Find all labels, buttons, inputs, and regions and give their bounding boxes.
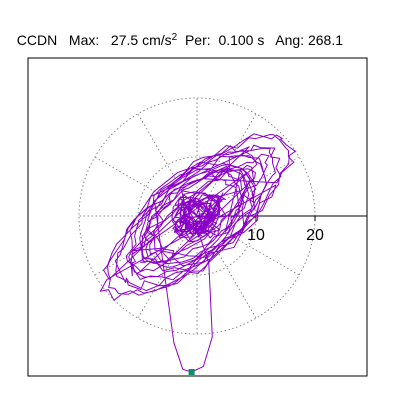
period-value: 0.100 s (218, 32, 265, 48)
station-code: CCDN (16, 32, 58, 48)
tick-label-10: 10 (247, 227, 265, 244)
max-value: 27.5 (110, 32, 139, 48)
plot-frame (27, 57, 368, 377)
tick-label-20: 20 (306, 227, 324, 244)
angle-label: Ang: (275, 32, 305, 48)
max-unit: cm/s (142, 32, 172, 48)
motion-trace (99, 133, 296, 373)
peak-marker (188, 369, 195, 375)
max-unit-exponent: 2 (171, 32, 178, 43)
max-label: Max: (68, 32, 100, 48)
chart-header: CCDN Max: 27.5 cm/s2 Per: 0.100 s Ang: 2… (9, 16, 343, 48)
ring-tick-labels: 10 20 (247, 216, 324, 244)
angle-value: 268.1 (307, 32, 344, 48)
period-label: Per: (184, 32, 211, 48)
